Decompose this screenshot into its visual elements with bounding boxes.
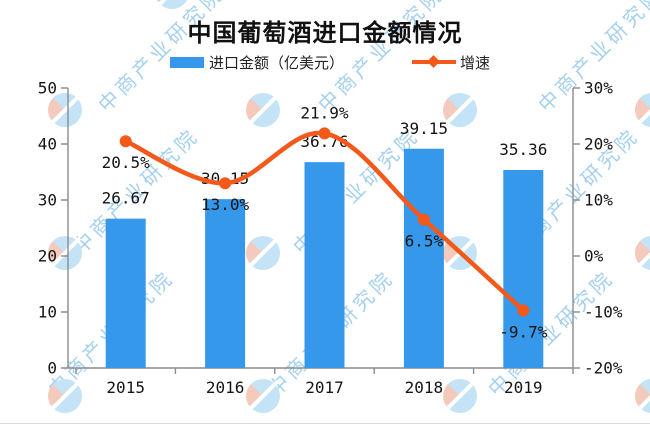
pct-label-2015: 20.5% [102, 153, 151, 172]
right-axis-tick-label: 20% [584, 135, 613, 154]
legend-line-marker-icon [427, 55, 440, 68]
x-axis-label-2015: 2015 [106, 378, 145, 397]
bar-2017 [304, 162, 345, 368]
left-axis-tick-label: 10 [38, 303, 57, 322]
pct-label-2017: 21.9% [300, 103, 349, 122]
chart-title: 中国葡萄酒进口金额情况 [187, 18, 463, 47]
left-axis-tick-label: 50 [38, 79, 57, 98]
bar-2018 [403, 148, 444, 368]
bar-label-2015: 26.67 [102, 189, 150, 208]
legend-label-growth-rate: 增速 [460, 53, 491, 72]
bar-label-2019: 35.36 [499, 140, 547, 159]
x-axis-label-2019: 2019 [504, 378, 543, 397]
bar-2015 [105, 218, 146, 368]
pct-label-2016: 13.0% [201, 195, 250, 214]
bar-2019 [503, 169, 544, 368]
x-axis-label-2016: 2016 [206, 378, 245, 397]
line-point-2016 [219, 177, 232, 190]
right-axis-tick-label: -10% [584, 303, 623, 322]
right-axis-tick-label: 10% [584, 191, 613, 210]
legend-label-import-amount: 进口金额（亿美元） [209, 53, 345, 72]
right-axis-tick-label: 30% [584, 79, 613, 98]
bar-2016 [205, 199, 246, 368]
right-axis-tick-label: 0% [584, 247, 604, 266]
line-point-2019 [517, 304, 530, 317]
left-axis-tick-label: 40 [38, 135, 57, 154]
left-axis-tick-label: 0 [47, 359, 57, 378]
legend-item-growth-rate: 增速 [412, 52, 490, 72]
right-axis-tick-label: -20% [584, 359, 623, 378]
line-point-2017 [318, 127, 331, 140]
x-axis-label-2018: 2018 [405, 378, 444, 397]
left-axis-tick-label: 20 [38, 247, 57, 266]
line-point-2018 [417, 213, 430, 226]
left-axis-tick-label: 30 [38, 191, 57, 210]
legend-item-import-amount: 进口金额（亿美元） [170, 52, 344, 72]
bar-label-2018: 39.15 [400, 119, 448, 138]
bottom-divider [0, 423, 650, 424]
x-axis-label-2017: 2017 [305, 378, 344, 397]
pct-label-2018: 6.5% [405, 232, 444, 251]
legend-line-swatch [412, 55, 456, 68]
legend: 进口金额（亿美元） 增速 [0, 52, 650, 72]
line-point-2015 [119, 135, 132, 148]
legend-bar-swatch [170, 56, 204, 68]
pct-label-2019: -9.7% [499, 322, 548, 341]
